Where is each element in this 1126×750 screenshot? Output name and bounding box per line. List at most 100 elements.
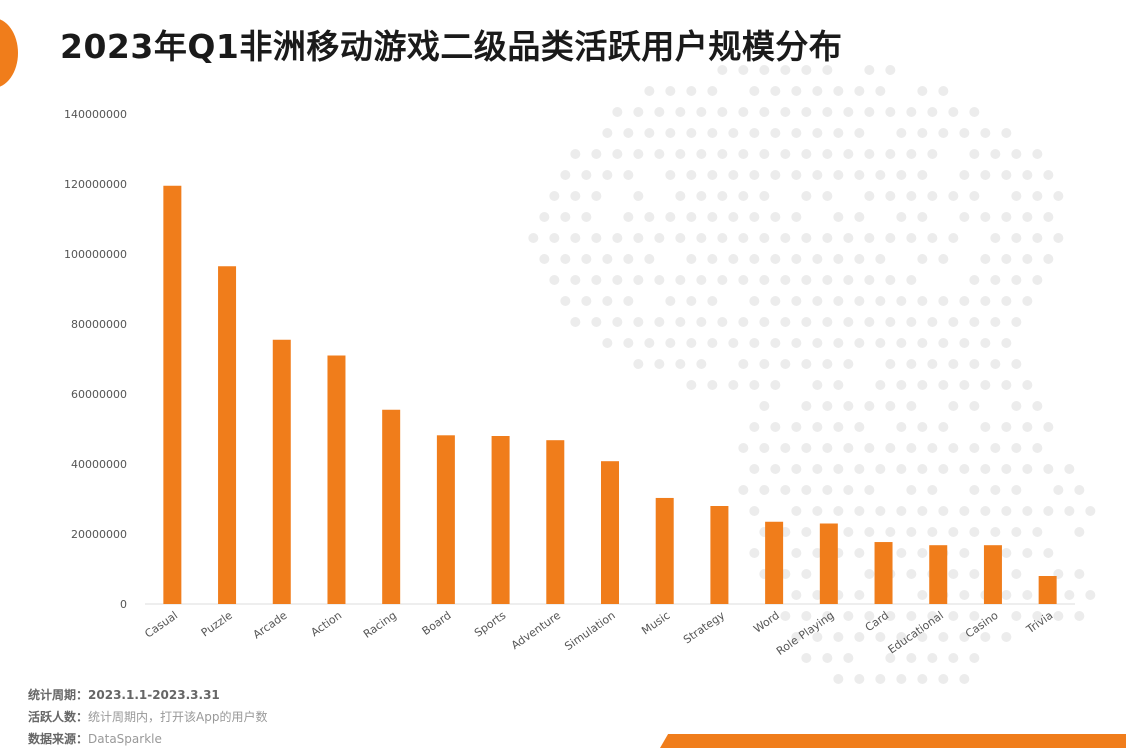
background-dot <box>654 275 665 285</box>
background-dot <box>801 611 812 621</box>
background-dot <box>917 254 928 264</box>
background-dot <box>1022 212 1033 222</box>
background-dot <box>948 527 959 537</box>
background-dot <box>948 569 959 579</box>
background-dot <box>1001 212 1012 222</box>
background-dot <box>875 254 886 264</box>
background-dot <box>885 65 896 75</box>
background-dot <box>759 65 770 75</box>
x-axis-labels: Casual Puzzle Arcade Action Racing Board Sport… <box>142 609 1055 658</box>
background-dot <box>602 254 613 264</box>
background-dot <box>738 107 749 117</box>
background-dot <box>948 191 959 201</box>
background-dot <box>854 86 865 96</box>
background-dot <box>812 338 823 348</box>
background-dot <box>801 359 812 369</box>
y-tick-label: 120000000 <box>64 178 127 191</box>
background-dot <box>560 170 571 180</box>
background-dot <box>602 128 613 138</box>
background-dot <box>812 632 823 642</box>
background-dot <box>749 506 760 516</box>
bar-adventure <box>546 440 565 604</box>
background-dot <box>791 506 802 516</box>
background-dot <box>1085 590 1096 600</box>
background-dot <box>854 464 865 474</box>
background-dot <box>948 233 959 243</box>
background-dot <box>906 233 917 243</box>
background-dot <box>738 191 749 201</box>
background-dot <box>959 506 970 516</box>
background-dot <box>696 149 707 159</box>
background-dot <box>623 212 634 222</box>
bar-educational <box>929 545 948 604</box>
background-dot <box>917 506 928 516</box>
background-dot <box>854 590 865 600</box>
background-dot <box>654 233 665 243</box>
background-dot <box>927 191 938 201</box>
background-dot <box>644 212 655 222</box>
background-dot <box>980 632 991 642</box>
background-dot <box>791 170 802 180</box>
background-dot <box>906 149 917 159</box>
background-dot <box>749 422 760 432</box>
background-dot <box>1043 254 1054 264</box>
background-dot <box>759 359 770 369</box>
background-dot <box>1011 569 1022 579</box>
background-dot <box>738 485 749 495</box>
background-dot <box>1011 443 1022 453</box>
background-dot <box>623 170 634 180</box>
background-dot <box>696 107 707 117</box>
background-dot <box>822 317 833 327</box>
background-dot <box>801 485 812 495</box>
background-dot <box>749 170 760 180</box>
background-dot <box>612 317 623 327</box>
background-dot <box>875 86 886 96</box>
background-dot <box>1043 464 1054 474</box>
background-dot <box>917 128 928 138</box>
background-dot <box>759 191 770 201</box>
background-dot <box>675 107 686 117</box>
background-dot <box>1032 149 1043 159</box>
background-dot <box>959 170 970 180</box>
background-dot <box>1032 443 1043 453</box>
background-dot <box>896 212 907 222</box>
background-dot <box>927 653 938 663</box>
background-dot <box>728 212 739 222</box>
background-dot <box>1022 170 1033 180</box>
background-dot <box>560 254 571 264</box>
background-dot <box>612 275 623 285</box>
background-dot <box>980 254 991 264</box>
background-dot <box>822 653 833 663</box>
background-dot <box>675 233 686 243</box>
background-dot <box>885 443 896 453</box>
bar-trivia <box>1038 576 1057 604</box>
background-dot <box>833 86 844 96</box>
background-dot <box>749 338 760 348</box>
background-dot <box>906 611 917 621</box>
background-dot <box>959 380 970 390</box>
background-dot <box>917 422 928 432</box>
background-dot <box>812 170 823 180</box>
background-dot <box>749 128 760 138</box>
background-dot <box>1022 548 1033 558</box>
background-dot <box>990 359 1001 369</box>
y-axis: 0 20000000 40000000 60000000 80000000 1000000… <box>64 108 1075 611</box>
background-dot <box>633 317 644 327</box>
background-dot <box>917 338 928 348</box>
background-dot <box>581 254 592 264</box>
background-dot <box>549 191 560 201</box>
background-dot <box>1001 170 1012 180</box>
background-dot <box>1022 254 1033 264</box>
background-dot <box>717 65 728 75</box>
background-dot <box>833 296 844 306</box>
background-dot <box>686 86 697 96</box>
background-dot <box>623 338 634 348</box>
background-dot <box>780 233 791 243</box>
background-dot <box>1001 548 1012 558</box>
background-dot <box>801 233 812 243</box>
background-dot <box>896 506 907 516</box>
background-dot <box>770 128 781 138</box>
background-dot <box>1001 254 1012 264</box>
background-dot <box>822 275 833 285</box>
background-dot <box>917 464 928 474</box>
